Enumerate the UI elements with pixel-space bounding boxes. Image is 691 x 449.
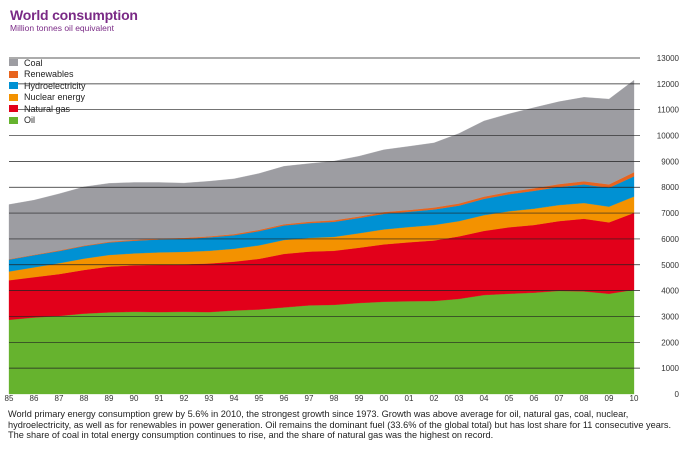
y-tick-label: 1000 — [661, 364, 679, 373]
x-tick-label: 96 — [280, 394, 289, 403]
x-tick-label: 97 — [305, 394, 314, 403]
legend-item: Oil — [9, 115, 86, 127]
y-tick-label: 3000 — [661, 313, 679, 322]
x-tick-label: 92 — [180, 394, 189, 403]
x-tick-label: 89 — [105, 394, 114, 403]
x-tick-label: 05 — [505, 394, 514, 403]
x-axis-ticks: 85 86 87 88 89 90 91 92 93 94 95 96 97 98 99 00 01 02 03 04… — [5, 394, 639, 403]
legend-item: Nuclear energy — [9, 92, 86, 104]
x-tick-label: 93 — [205, 394, 214, 403]
x-tick-label: 90 — [130, 394, 139, 403]
y-tick-label: 8000 — [661, 183, 679, 192]
legend-label: Oil — [24, 115, 35, 126]
y-tick-label: 7000 — [661, 209, 679, 218]
y-tick-label: 11000 — [657, 106, 679, 115]
x-tick-label: 03 — [455, 394, 464, 403]
legend-label: Coal — [24, 57, 43, 68]
y-tick-label: 0 — [675, 390, 680, 399]
y-tick-label: 5000 — [661, 261, 679, 270]
legend-label: Nuclear energy — [24, 92, 86, 103]
area-coal — [8, 79, 635, 260]
legend-swatch — [9, 70, 18, 78]
y-tick-label: 13000 — [657, 54, 680, 63]
x-tick-label: 85 — [5, 394, 14, 403]
y-tick-label: 4000 — [661, 287, 679, 296]
legend-item: Natural gas — [9, 103, 86, 115]
x-tick-label: 06 — [530, 394, 539, 403]
x-tick-label: 10 — [630, 394, 639, 403]
x-tick-label: 87 — [55, 394, 64, 403]
legend-item: Renewables — [9, 69, 86, 81]
chart-subtitle: Million tonnes oil equivalent — [10, 23, 114, 33]
legend-item: Hydroelectricity — [9, 80, 86, 92]
y-tick-label: 10000 — [657, 132, 680, 141]
legend-swatch — [9, 93, 18, 101]
gridlines — [9, 57, 640, 369]
legend-label: Hydroelectricity — [24, 80, 86, 91]
x-tick-label: 95 — [255, 394, 264, 403]
legend-label: Renewables — [24, 69, 74, 80]
x-tick-label: 91 — [155, 394, 164, 403]
x-tick-label: 02 — [430, 394, 439, 403]
series-areas — [8, 79, 635, 395]
legend-item: Coal — [9, 57, 86, 69]
x-tick-label: 07 — [555, 394, 564, 403]
y-tick-label: 9000 — [661, 157, 679, 166]
y-tick-label: 6000 — [661, 235, 679, 244]
x-tick-label: 94 — [230, 394, 239, 403]
legend-swatch — [9, 59, 18, 67]
x-tick-label: 99 — [355, 394, 364, 403]
y-axis-ticks: 0 1000 2000 3000 4000 5000 6000 7000 8000 9000 100… — [657, 54, 680, 399]
legend-swatch — [9, 116, 18, 124]
y-tick-label: 12000 — [657, 80, 680, 89]
x-tick-label: 86 — [30, 394, 39, 403]
legend-label: Natural gas — [24, 103, 71, 114]
legend-swatch — [9, 82, 18, 90]
chart-caption: World primary energy consumption grew by… — [8, 409, 672, 441]
x-tick-label: 88 — [80, 394, 89, 403]
x-tick-label: 04 — [480, 394, 489, 403]
x-tick-label: 98 — [330, 394, 339, 403]
x-tick-label: 00 — [380, 394, 389, 403]
x-tick-label: 01 — [405, 394, 414, 403]
x-tick-label: 09 — [605, 394, 614, 403]
chart-title: World consumption — [10, 7, 138, 23]
y-tick-label: 2000 — [661, 338, 679, 347]
legend-swatch — [9, 105, 18, 113]
x-tick-label: 08 — [580, 394, 589, 403]
legend: Coal Renewables Hydroelectricity Nuclear en… — [9, 57, 86, 126]
